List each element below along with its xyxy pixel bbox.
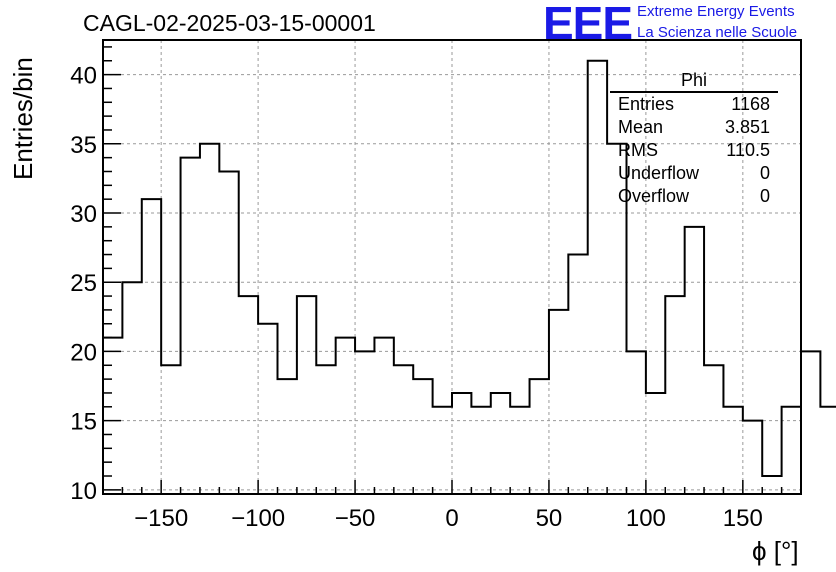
histogram-bin xyxy=(394,365,413,494)
histogram-bin xyxy=(355,351,374,494)
histogram-bin xyxy=(743,421,762,494)
histogram-bin xyxy=(161,365,180,494)
stats-label: RMS xyxy=(618,140,658,160)
histogram-bin xyxy=(336,338,355,494)
y-axis-label: Entries/bin xyxy=(8,57,38,180)
histogram-bin xyxy=(433,407,452,494)
histogram-bin xyxy=(801,351,820,494)
histogram-bin xyxy=(820,407,836,494)
histogram-bin xyxy=(685,227,704,494)
histogram-bin xyxy=(723,407,742,494)
x-tick-label: −150 xyxy=(134,505,188,532)
x-tick-label: 150 xyxy=(723,505,763,532)
histogram-bin xyxy=(122,282,141,494)
histogram-bin xyxy=(530,379,549,494)
y-tick-label: 25 xyxy=(70,270,97,297)
stats-row-underflow: Underflow 0 xyxy=(610,162,778,185)
histogram-bin xyxy=(762,476,781,494)
histogram-bin xyxy=(316,365,335,494)
x-axis-label: ϕ [°] xyxy=(752,536,799,566)
logo-line-2: La Scienza nelle Scuole xyxy=(637,24,798,41)
x-tick-label: 50 xyxy=(536,505,563,532)
eee-logo: EEE xyxy=(543,0,633,49)
histogram-bin xyxy=(181,158,200,494)
x-tick-label: −50 xyxy=(335,505,376,532)
stats-row-mean: Mean 3.851 xyxy=(610,116,778,139)
histogram-line xyxy=(102,59,836,494)
stats-label: Overflow xyxy=(618,186,690,206)
x-tick-label: −100 xyxy=(231,505,285,532)
histogram-bin xyxy=(297,296,316,494)
logo-line-1: Extreme Energy Events xyxy=(637,3,795,20)
stats-value: 0 xyxy=(759,186,770,206)
histogram-bin xyxy=(471,407,490,494)
histogram-bin xyxy=(491,393,510,494)
stats-label: Entries xyxy=(618,94,675,114)
y-tick-label: 10 xyxy=(70,478,97,505)
chart-title: CAGL-02-2025-03-15-00001 xyxy=(83,10,376,36)
histogram-bin xyxy=(549,310,568,494)
histogram-bin xyxy=(103,338,122,494)
histogram-bin xyxy=(258,324,277,494)
y-tick-label: 20 xyxy=(70,339,97,366)
histogram-bin xyxy=(665,296,684,494)
stats-label: Underflow xyxy=(618,163,700,183)
stats-value: 3.851 xyxy=(724,117,770,137)
stats-row-overflow: Overflow 0 xyxy=(610,185,778,208)
histogram-bin xyxy=(200,144,219,494)
x-tick-label: 100 xyxy=(626,505,666,532)
stats-value: 110.5 xyxy=(726,140,770,160)
stats-row-rms: RMS 110.5 xyxy=(610,139,778,162)
histogram-bin xyxy=(239,296,258,494)
x-tick-label: 0 xyxy=(445,505,458,532)
y-tick-label: 30 xyxy=(70,201,97,228)
histogram-bin xyxy=(510,407,529,494)
stats-value: 1168 xyxy=(731,94,770,114)
axis-ticks xyxy=(102,46,802,494)
histogram-bin xyxy=(142,199,161,494)
histogram-bin xyxy=(568,255,587,494)
histogram-bin xyxy=(704,365,723,494)
histogram-bin xyxy=(374,338,393,494)
histogram-bin xyxy=(278,379,297,494)
histogram-bin xyxy=(782,407,801,494)
histogram-bin xyxy=(588,61,607,494)
y-tick-label: 40 xyxy=(70,63,97,90)
histogram-bin xyxy=(413,379,432,494)
y-tick-label: 15 xyxy=(70,409,97,436)
stats-row-entries: Entries 1168 xyxy=(610,93,778,116)
stats-label: Mean xyxy=(618,117,664,137)
stats-value: 0 xyxy=(759,163,770,183)
stats-box: Phi Entries 1168 Mean 3.851 RMS 110.5 Under… xyxy=(610,70,778,208)
histogram-bin xyxy=(219,171,238,494)
axis-tick-labels: −150 −100 −50 0 50 100 150 10 15 20 25 30 35 40 xyxy=(70,63,763,532)
histogram-bin xyxy=(452,393,471,494)
stats-title: Phi xyxy=(610,70,778,93)
histogram-bin xyxy=(627,351,646,494)
histogram-bin xyxy=(646,393,665,494)
y-tick-label: 35 xyxy=(70,132,97,159)
